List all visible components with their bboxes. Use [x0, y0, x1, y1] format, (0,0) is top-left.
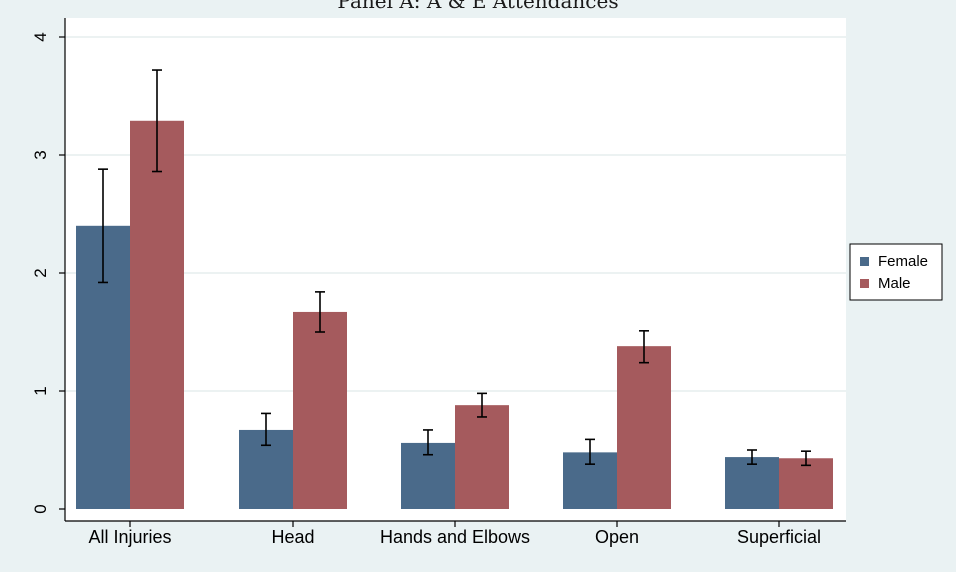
x-tick-label: Superficial — [737, 527, 821, 547]
legend-label-female: Female — [878, 253, 928, 270]
chart-title: Panel A: A & E Attendances — [337, 0, 618, 13]
x-tick-label: Hands and Elbows — [380, 527, 530, 547]
legend-box — [849, 243, 943, 301]
bars — [76, 120, 833, 510]
x-tick-label: All Injuries — [88, 527, 171, 547]
y-tick-label: 4 — [31, 32, 50, 41]
legend-swatch-male — [860, 279, 869, 288]
y-tick-label: 0 — [31, 504, 50, 513]
bar-male — [293, 311, 347, 509]
bar-male — [130, 120, 184, 509]
bar-female — [725, 457, 779, 509]
gridlines — [65, 36, 846, 392]
x-tick-label: Head — [271, 527, 314, 547]
y-tick-label: 1 — [31, 386, 50, 395]
legend: Female Male — [849, 243, 943, 301]
error-bars — [98, 69, 811, 467]
x-axis-labels: All Injuries Head Hands and Elbows Open Supe… — [88, 521, 821, 547]
bar-male — [617, 346, 671, 509]
y-tick-label: 3 — [31, 150, 50, 159]
x-tick-label: Open — [595, 527, 639, 547]
legend-label-male: Male — [878, 275, 911, 292]
legend-swatch-female — [860, 257, 869, 266]
y-tick-label: 2 — [31, 268, 50, 277]
bar-male — [779, 458, 833, 509]
bar-male — [455, 405, 509, 509]
y-axis-ticks: 0 1 2 3 4 — [31, 32, 65, 514]
